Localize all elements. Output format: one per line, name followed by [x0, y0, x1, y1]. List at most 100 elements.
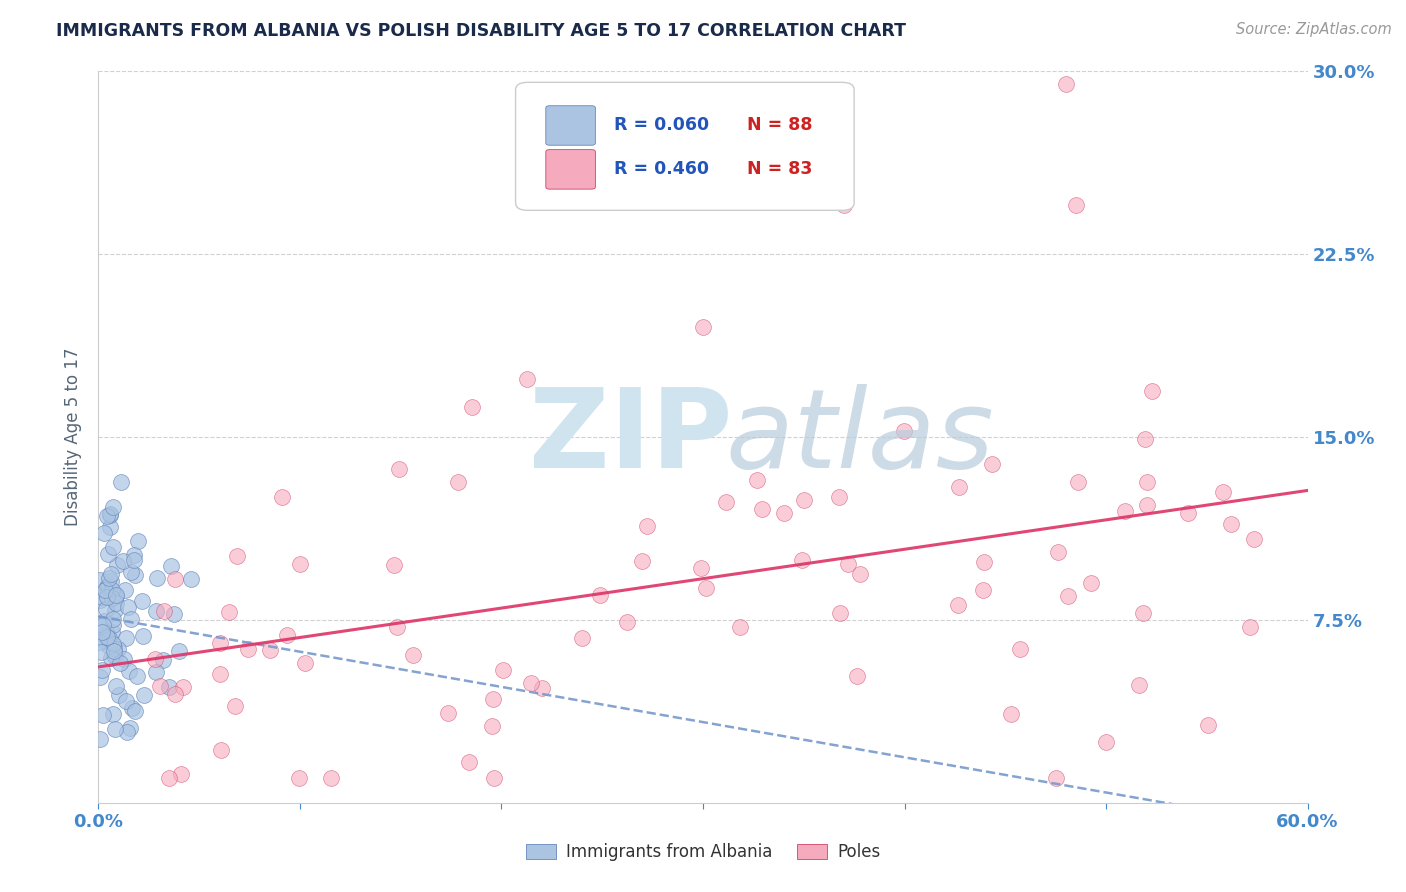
Point — [89, 732, 111, 747]
Point — [121, 700, 143, 714]
Point — [695, 581, 717, 595]
Point — [98, 631, 121, 645]
Point — [97, 547, 120, 561]
Point — [145, 571, 167, 585]
Text: IMMIGRANTS FROM ALBANIA VS POLISH DISABILITY AGE 5 TO 17 CORRELATION CHART: IMMIGRANTS FROM ALBANIA VS POLISH DISABI… — [56, 22, 907, 40]
Point — [91, 708, 114, 723]
Point — [152, 653, 174, 667]
Point — [94, 634, 117, 648]
Point — [288, 772, 311, 786]
Point — [636, 519, 658, 533]
Point — [973, 555, 995, 569]
Point — [103, 500, 125, 514]
Point — [96, 579, 118, 593]
Point — [115, 631, 138, 645]
Point — [96, 580, 118, 594]
Text: atlas: atlas — [725, 384, 994, 491]
Point — [96, 602, 118, 616]
Point — [830, 606, 852, 620]
Point — [461, 400, 484, 414]
Point — [209, 636, 232, 650]
Point — [793, 493, 815, 508]
Point — [492, 663, 515, 677]
Point — [110, 475, 132, 490]
Point — [131, 594, 153, 608]
Point — [401, 648, 423, 663]
Point — [101, 591, 124, 605]
Point — [103, 706, 125, 721]
Point — [105, 558, 128, 573]
Point — [90, 664, 112, 678]
Point — [531, 681, 554, 695]
Point — [745, 473, 768, 487]
Point — [107, 641, 129, 656]
Point — [118, 665, 141, 679]
Point — [832, 198, 855, 212]
Point — [115, 724, 138, 739]
Point — [93, 526, 115, 541]
Point — [1000, 707, 1022, 722]
Point — [120, 612, 142, 626]
Point — [91, 625, 114, 640]
Text: ZIP: ZIP — [529, 384, 733, 491]
Point — [101, 624, 124, 639]
Point — [790, 553, 813, 567]
Point — [1057, 589, 1080, 603]
Point — [90, 645, 112, 659]
Point — [114, 583, 136, 598]
Point — [100, 574, 122, 589]
Point — [837, 557, 859, 571]
Point — [520, 676, 543, 690]
Point — [93, 614, 115, 628]
Point — [948, 480, 970, 494]
Point — [169, 766, 191, 780]
Point — [105, 679, 128, 693]
Point — [1239, 620, 1261, 634]
Point — [276, 627, 298, 641]
Text: N = 88: N = 88 — [747, 117, 813, 135]
Point — [89, 635, 111, 649]
Point — [145, 665, 167, 679]
Point — [96, 630, 118, 644]
Point — [236, 641, 259, 656]
Point — [848, 567, 870, 582]
Point — [1177, 506, 1199, 520]
Point — [271, 490, 294, 504]
Point — [1136, 498, 1159, 512]
Point — [1045, 772, 1067, 786]
Point — [290, 558, 312, 572]
Point — [980, 457, 1002, 471]
Point — [714, 495, 737, 509]
Point — [157, 681, 180, 695]
Text: N = 83: N = 83 — [747, 161, 811, 178]
Point — [972, 583, 994, 598]
Point — [689, 561, 711, 575]
Point — [104, 648, 127, 663]
Point — [103, 648, 125, 662]
Point — [105, 588, 128, 602]
Point — [143, 652, 166, 666]
Point — [571, 631, 593, 645]
Point — [1064, 198, 1087, 212]
Point — [103, 644, 125, 658]
Point — [1095, 735, 1118, 749]
Point — [132, 688, 155, 702]
Point — [97, 640, 120, 654]
Point — [692, 320, 714, 334]
Point — [105, 596, 128, 610]
FancyBboxPatch shape — [546, 150, 595, 189]
Point — [165, 687, 187, 701]
Point — [104, 603, 127, 617]
Point — [773, 507, 796, 521]
Point — [98, 507, 121, 521]
Point — [120, 565, 142, 579]
Point — [103, 640, 125, 655]
Point — [104, 588, 127, 602]
Point — [115, 694, 138, 708]
Point — [100, 566, 122, 581]
Point — [89, 573, 111, 587]
Point — [751, 502, 773, 516]
Point — [1114, 503, 1136, 517]
Point — [101, 617, 124, 632]
Point — [1135, 432, 1157, 446]
